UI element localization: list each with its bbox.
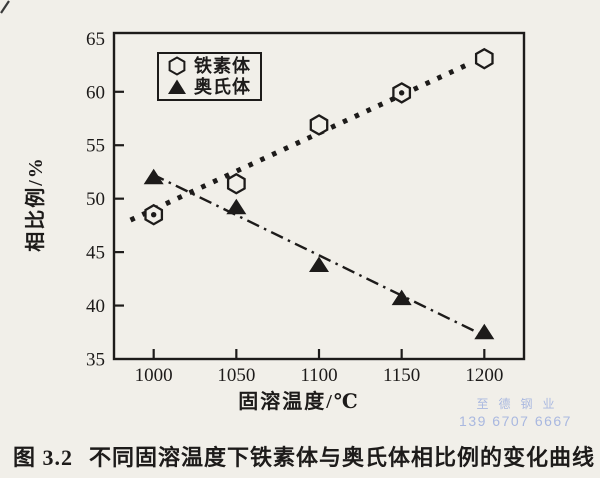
open-hexagon-icon [168,56,186,76]
filled-triangle-icon [168,79,186,94]
data-point-ferrite [226,172,246,195]
legend-label-ferrite: 铁素体 [194,56,251,77]
marker-center-dot [398,90,405,96]
legend-item-austenite: 奥氏体 [167,77,260,97]
caption-text: 不同固溶温度下铁素体与奥氏体相比例的变化曲线 [89,445,596,470]
x-tick-label: 1050 [217,365,255,386]
y-tick-label: 45 [86,243,105,264]
legend: 铁素体 奥氏体 [157,52,262,101]
data-point-austenite [309,256,329,272]
x-tick-label: 1100 [300,365,337,386]
y-tick-label: 40 [86,296,105,317]
x-axis-title: 固溶温度/℃ [238,391,360,413]
x-tick-label: 1000 [135,365,173,386]
y-tick-label: 35 [86,350,105,371]
y-axis-title: 相比例/% [25,156,47,252]
plot-frame [112,31,526,361]
trend-line-austenite [151,173,480,335]
legend-item-ferrite: 铁素体 [167,56,260,76]
data-point-austenite [143,168,164,185]
watermark-company: 至德钢业 [476,397,565,411]
x-tick-label: 1150 [383,365,420,386]
y-tick-label: 55 [86,136,105,157]
watermark-phone: 139 6707 6667 [459,413,572,429]
data-point-ferrite [474,47,494,70]
figure-caption: 图 3.2 不同固溶温度下铁素体与奥氏体相比例的变化曲线 [13,440,595,472]
y-tick-label: 50 [86,189,105,210]
corner-artifact [0,0,10,14]
legend-label-austenite: 奥氏体 [194,76,251,97]
data-point-austenite [474,323,495,340]
data-point-austenite [391,289,412,306]
y-tick-label: 65 [86,29,105,50]
marker-center-dot [150,212,157,218]
y-tick-label: 60 [86,82,105,103]
watermark: 至德钢业 139 6707 6667 [438,395,593,429]
data-point-ferrite [309,114,329,136]
data-point-austenite [226,198,247,215]
trend-line-ferrite [129,60,473,223]
x-tick-label: 1200 [465,365,503,386]
figure-number: 图 3.2 [13,445,74,470]
